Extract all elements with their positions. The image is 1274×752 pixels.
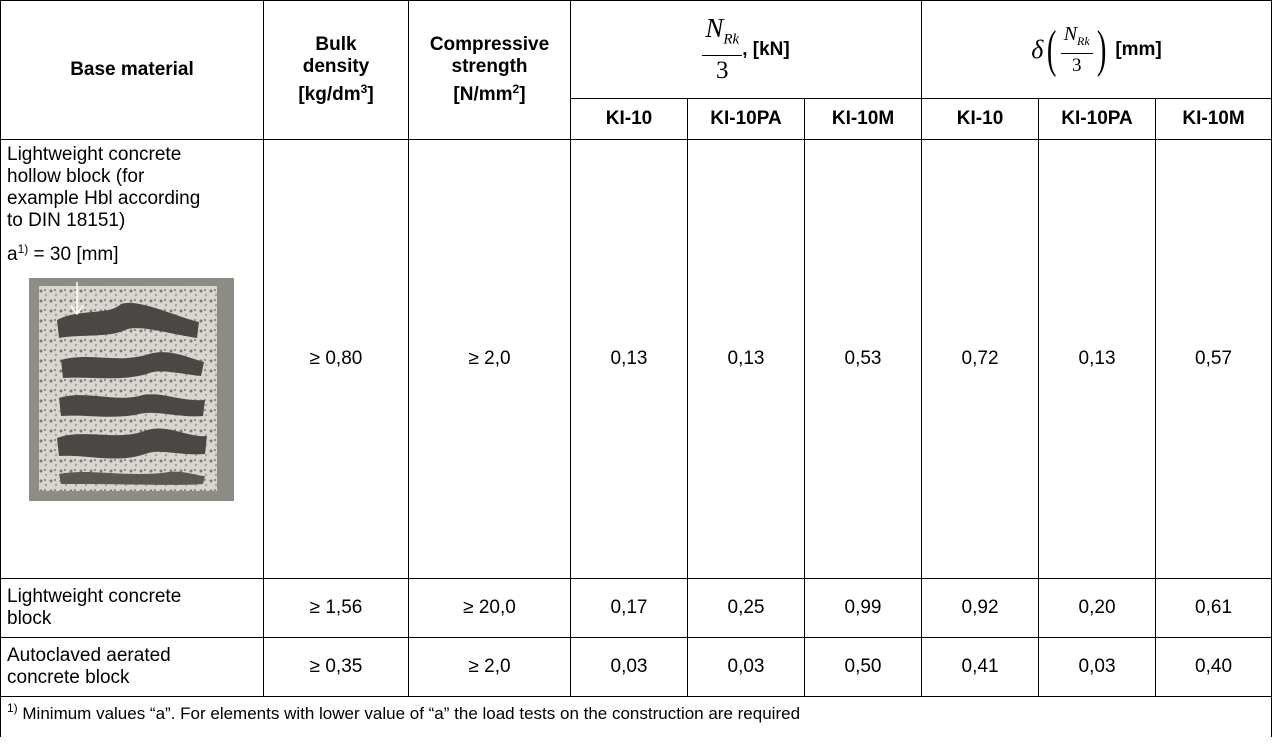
load-fraction: NRk 3 bbox=[702, 13, 743, 85]
value-cell: 0,50 bbox=[803, 637, 923, 697]
value-cell: 0,13 bbox=[687, 139, 805, 579]
a-note: a1) = 30 [mm] bbox=[7, 242, 119, 265]
subheader-load-ki-10pa: KI-10PA bbox=[687, 98, 805, 140]
header-base-material: Base material bbox=[0, 0, 264, 140]
subheader-disp-ki-10m: KI-10M bbox=[1155, 98, 1273, 140]
value-cell: 0,57 bbox=[1155, 139, 1273, 579]
value-cell: 0,61 bbox=[1155, 578, 1273, 638]
strength-cell: ≥ 2,0 bbox=[408, 139, 571, 579]
subheader-load-ki-10m: KI-10M bbox=[803, 98, 923, 140]
value-cell: 0,72 bbox=[921, 139, 1040, 579]
density-cell: ≥ 0,35 bbox=[263, 637, 409, 697]
hollow-block-photo-icon bbox=[29, 278, 234, 501]
value-cell: 0,99 bbox=[803, 578, 923, 638]
value-cell: 0,13 bbox=[570, 139, 688, 579]
value-cell: 0,53 bbox=[803, 139, 923, 579]
strength-cell: ≥ 20,0 bbox=[408, 578, 571, 638]
value-cell: 0,13 bbox=[1038, 139, 1157, 579]
value-cell: 0,17 bbox=[570, 578, 688, 638]
header-displacement-group: δ( NRk 3 ) [mm] bbox=[921, 0, 1273, 99]
subheader-load-ki-10: KI-10 bbox=[570, 98, 688, 140]
value-cell: 0,92 bbox=[921, 578, 1040, 638]
value-cell: 0,40 bbox=[1155, 637, 1273, 697]
value-cell: 0,25 bbox=[687, 578, 805, 638]
value-cell: 0,41 bbox=[921, 637, 1040, 697]
table-row: Autoclaved aerated concrete block ≥ 0,35… bbox=[0, 637, 1273, 697]
value-cell: 0,03 bbox=[1038, 637, 1157, 697]
table-row: Lightweight concrete block ≥ 1,56 ≥ 20,0… bbox=[0, 578, 1273, 638]
density-cell: ≥ 0,80 bbox=[263, 139, 409, 579]
strength-cell: ≥ 2,0 bbox=[408, 637, 571, 697]
header-compressive-strength: Compressive strength [N/mm2] bbox=[408, 0, 571, 140]
material-cell: Lightweight concrete hollow block (for e… bbox=[0, 139, 264, 579]
footnote: 1) Minimum values “a”. For elements with… bbox=[0, 696, 1273, 737]
value-cell: 0,03 bbox=[687, 637, 805, 697]
value-cell: 0,20 bbox=[1038, 578, 1157, 638]
material-cell: Lightweight concrete block bbox=[0, 578, 264, 638]
table-row: Lightweight concrete hollow block (for e… bbox=[0, 139, 1273, 579]
subheader-disp-ki-10: KI-10 bbox=[921, 98, 1040, 140]
value-cell: 0,03 bbox=[570, 637, 688, 697]
material-cell: Autoclaved aerated concrete block bbox=[0, 637, 264, 697]
density-cell: ≥ 1,56 bbox=[263, 578, 409, 638]
subheader-disp-ki-10pa: KI-10PA bbox=[1038, 98, 1157, 140]
test-results-table: Base material Bulk density [kg/dm3] Comp… bbox=[0, 0, 1273, 737]
header-bulk-density: Bulk density [kg/dm3] bbox=[263, 0, 409, 140]
header-load-group: NRk 3 , [kN] bbox=[569, 0, 923, 99]
displacement-fraction: NRk 3 bbox=[1060, 22, 1093, 78]
